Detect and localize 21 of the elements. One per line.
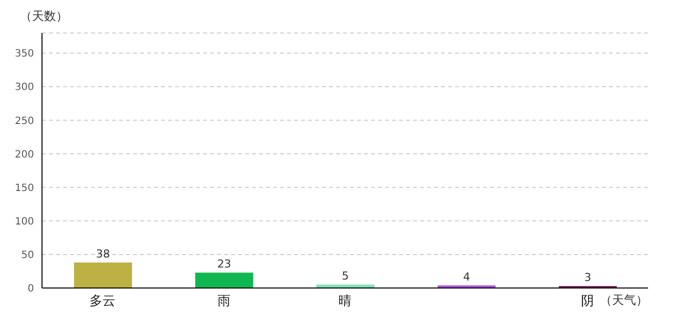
x-tick-label: 阴 <box>580 294 594 310</box>
y-tick-label: 350 <box>14 48 34 60</box>
y-tick-label: 150 <box>14 182 34 194</box>
bar <box>74 262 132 288</box>
x-tick-label: 雨 <box>217 294 230 310</box>
y-tick-label: 250 <box>14 116 34 127</box>
data-label: 4 <box>463 270 470 284</box>
bar <box>195 272 254 288</box>
x-tick-label: 多云 <box>90 294 116 310</box>
x-axis-title: （天气） <box>600 292 648 309</box>
y-tick-label: 200 <box>14 149 34 160</box>
data-label: 38 <box>96 248 110 260</box>
x-tick-label: 晴 <box>338 294 352 310</box>
y-tick-label: 300 <box>14 82 34 94</box>
y-axis-title: （天数） <box>20 8 68 25</box>
y-tick-label: 100 <box>14 216 34 228</box>
y-tick-label: 50 <box>21 250 34 261</box>
y-tick-label: 0 <box>28 284 34 295</box>
data-label: 3 <box>584 270 592 284</box>
data-label: 23 <box>217 258 232 271</box>
data-label: 5 <box>342 270 349 283</box>
